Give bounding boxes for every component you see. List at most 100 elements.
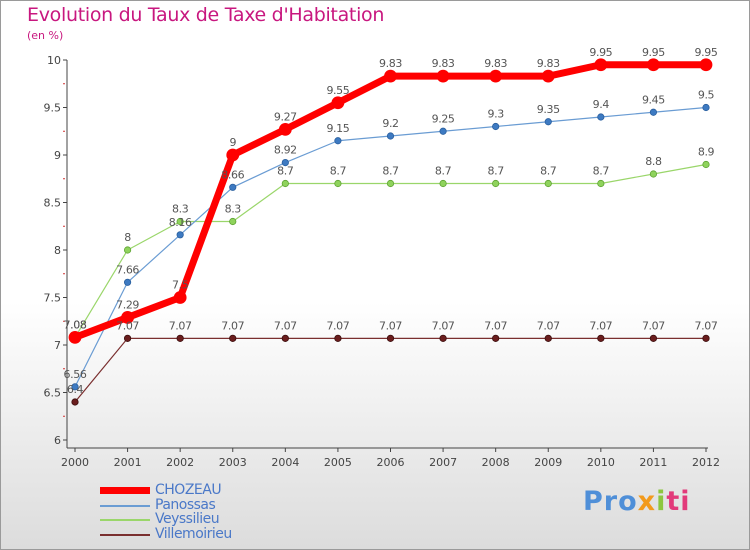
- x-tick-label: 2009: [534, 456, 562, 469]
- x-tick-label: 2011: [639, 456, 667, 469]
- data-label-veyssilieu: 8: [124, 231, 131, 244]
- x-tick-label: 2010: [587, 456, 615, 469]
- data-point-villemoirieu: [649, 334, 658, 342]
- chart-unit: (en %): [27, 29, 64, 42]
- data-label-chozeau: 9.83: [379, 57, 402, 70]
- data-point-villemoirieu: [281, 334, 289, 342]
- data-label-panossas: 9.5: [698, 89, 715, 102]
- series-line-panossas: [74, 106, 707, 388]
- data-point-veyssilieu: [334, 179, 342, 188]
- data-point-panossas: [492, 122, 500, 131]
- x-tick-label: 2007: [429, 456, 457, 469]
- data-label-chozeau: 9.95: [695, 46, 718, 59]
- data-point-villemoirieu: [176, 334, 184, 342]
- legend-label-villemoirieu: Villemoirieu: [155, 525, 232, 542]
- data-point-panossas: [439, 127, 447, 135]
- x-tick-label: 2002: [166, 456, 194, 469]
- data-point-panossas: [544, 118, 552, 126]
- data-label-chozeau: 7.5: [172, 279, 189, 292]
- y-tick-label: 6.5: [44, 387, 62, 400]
- data-label-villemoirieu: 7.07: [274, 319, 297, 332]
- data-point-chozeau: [489, 69, 503, 83]
- data-label-veyssilieu: 8.7: [277, 165, 294, 178]
- data-point-villemoirieu: [71, 398, 79, 406]
- data-point-veyssilieu: [702, 160, 710, 169]
- data-point-chozeau: [699, 58, 713, 72]
- data-label-panossas: 8.16: [169, 216, 192, 229]
- data-point-veyssilieu: [229, 217, 237, 226]
- x-tick-label: 2003: [219, 456, 247, 469]
- data-point-panossas: [334, 137, 342, 145]
- legend-label-panossas: Panossas: [155, 496, 216, 513]
- data-label-chozeau: 9.55: [326, 84, 349, 97]
- data-label-veyssilieu: 8.7: [435, 165, 452, 178]
- data-label-chozeau: 9.83: [484, 57, 507, 70]
- data-label-veyssilieu: 8.7: [593, 165, 610, 178]
- data-point-villemoirieu: [597, 334, 605, 342]
- x-tick-label: 2001: [114, 456, 142, 469]
- data-label-chozeau: 9.95: [642, 46, 665, 59]
- data-point-veyssilieu: [597, 179, 605, 188]
- logo-part-3: i: [656, 486, 667, 517]
- data-point-veyssilieu: [281, 179, 289, 188]
- data-point-veyssilieu: [492, 179, 500, 188]
- y-tick-label: 7.5: [44, 292, 62, 305]
- data-point-panossas: [281, 159, 289, 167]
- data-label-panossas: 7.66: [116, 263, 139, 276]
- data-point-chozeau: [594, 58, 608, 72]
- data-label-panossas: 9.4: [593, 98, 610, 111]
- data-label-villemoirieu: 7.07: [169, 319, 192, 332]
- y-tick-label: 8.5: [44, 197, 62, 210]
- series-line-villemoirieu: [74, 337, 707, 403]
- data-label-chozeau: 9: [229, 136, 236, 149]
- data-point-chozeau: [173, 291, 187, 304]
- data-point-chozeau: [68, 330, 82, 344]
- legend-label-chozeau: CHOZEAU: [155, 482, 222, 498]
- data-point-veyssilieu: [176, 217, 184, 226]
- x-tick-label: 2008: [482, 456, 510, 469]
- data-point-chozeau: [384, 69, 397, 83]
- chart-title: Evolution du Taux de Taxe d'Habitation: [27, 4, 385, 26]
- y-tick-label: 8: [54, 244, 61, 257]
- data-label-veyssilieu: 8.7: [330, 165, 347, 178]
- data-label-panossas: 8.92: [274, 144, 297, 157]
- logo-part-4: ti: [666, 486, 691, 517]
- logo-part-1: Pro: [583, 486, 638, 517]
- data-label-chozeau: 7.29: [116, 298, 139, 311]
- data-point-chozeau: [647, 58, 660, 72]
- data-point-villemoirieu: [229, 334, 237, 342]
- y-tick-label: 6: [54, 434, 61, 447]
- data-point-panossas: [123, 278, 132, 286]
- data-label-veyssilieu: 8.3: [225, 203, 242, 216]
- logo-part-2: x: [637, 486, 657, 517]
- legend-swatch-veyssilieu: [100, 519, 150, 521]
- data-point-chozeau: [121, 311, 134, 324]
- data-point-chozeau: [541, 69, 555, 83]
- data-label-villemoirieu: 7.07: [589, 319, 612, 332]
- data-label-villemoirieu: 7.07: [379, 319, 402, 332]
- y-tick-label: 10: [47, 54, 61, 67]
- y-tick-label: 9: [54, 149, 61, 162]
- x-tick-label: 2005: [324, 456, 352, 469]
- data-point-villemoirieu: [544, 334, 552, 342]
- data-label-panossas: 9.35: [537, 103, 560, 116]
- data-label-panossas: 9.15: [326, 122, 349, 135]
- data-label-chozeau: 9.27: [274, 110, 297, 123]
- data-point-chozeau: [278, 122, 292, 136]
- data-point-panossas: [176, 231, 184, 239]
- y-tick-label: 7: [54, 339, 61, 352]
- data-point-villemoirieu: [492, 334, 500, 342]
- series-line-veyssilieu: [74, 163, 707, 338]
- data-label-panossas: 9.25: [432, 112, 455, 125]
- data-point-panossas: [386, 132, 395, 140]
- data-point-villemoirieu: [386, 334, 395, 342]
- data-label-veyssilieu: 7.08: [64, 318, 87, 331]
- data-point-villemoirieu: [123, 334, 132, 342]
- data-label-villemoirieu: 7.07: [326, 319, 349, 332]
- data-label-chozeau: 9.83: [537, 57, 560, 70]
- data-label-villemoirieu: 7.07: [116, 319, 139, 332]
- data-point-panossas: [649, 108, 658, 116]
- legend-swatch-panossas: [100, 504, 150, 507]
- data-label-chozeau: 9.95: [589, 46, 612, 59]
